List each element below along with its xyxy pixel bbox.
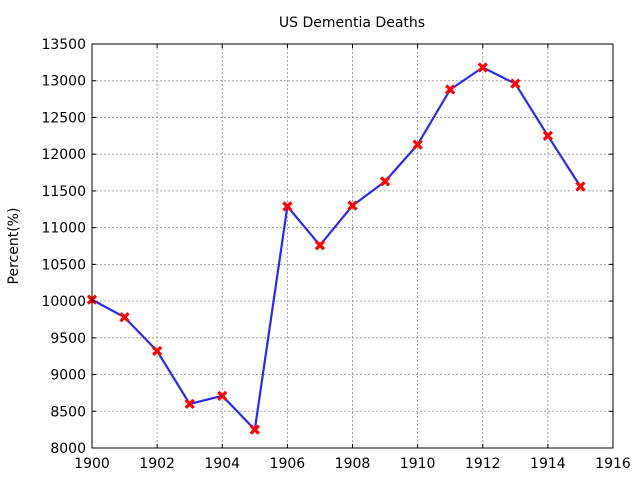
data-point-marker — [477, 62, 488, 73]
y-tick-label: 12000 — [41, 147, 86, 163]
data-point-marker — [151, 345, 163, 357]
y-tick-label: 10000 — [41, 294, 86, 310]
data-point-marker — [575, 181, 586, 192]
y-tick-label: 9000 — [50, 368, 86, 384]
x-tick-label: 1906 — [270, 456, 306, 472]
chart-title: US Dementia Deaths — [279, 15, 425, 31]
data-point-marker — [314, 240, 326, 251]
y-tick-label: 12500 — [41, 110, 86, 126]
x-tick-label: 1914 — [530, 456, 566, 472]
x-tick-label: 1916 — [595, 456, 631, 472]
data-point-marker — [282, 201, 293, 212]
x-tick-label: 1902 — [139, 456, 175, 472]
data-point-marker — [412, 139, 423, 150]
y-tick-label: 9500 — [50, 331, 86, 347]
x-tick-label: 1910 — [400, 456, 436, 472]
x-tick-label: 1908 — [335, 456, 371, 472]
y-tick-label: 11500 — [41, 184, 86, 200]
data-point-marker — [542, 130, 554, 141]
data-point-marker — [379, 176, 391, 187]
grid-lines — [91, 43, 614, 449]
y-axis-tick-labels: 8000 8500 9000 9500 10000 10500 11000 11500 1200… — [41, 37, 86, 457]
y-tick-label: 8000 — [50, 441, 86, 457]
x-tick-label: 1912 — [465, 456, 501, 472]
x-tick-label: 1904 — [204, 456, 240, 472]
y-tick-label: 10500 — [41, 257, 86, 273]
y-tick-label: 13500 — [41, 37, 86, 53]
data-point-marker — [217, 390, 228, 401]
y-axis-label: Percent(%) — [6, 208, 22, 285]
data-point-marker — [249, 424, 260, 435]
y-tick-label: 11000 — [41, 221, 86, 237]
data-point-marker — [445, 84, 456, 95]
data-point-marker — [184, 398, 195, 410]
series-lines — [91, 66, 582, 431]
data-point-marker — [119, 312, 130, 323]
data-markers — [86, 62, 586, 435]
data-point-marker — [347, 200, 358, 211]
series-line — [91, 66, 582, 431]
x-tick-label: 1900 — [74, 456, 110, 472]
y-tick-label: 13000 — [41, 74, 86, 90]
y-tick-label: 8500 — [50, 404, 86, 420]
data-point-marker — [510, 78, 521, 89]
axis-ticks — [91, 43, 614, 449]
x-axis-tick-labels: 1900 1902 1904 1906 1908 1910 1912 1914 1916 — [74, 456, 631, 472]
